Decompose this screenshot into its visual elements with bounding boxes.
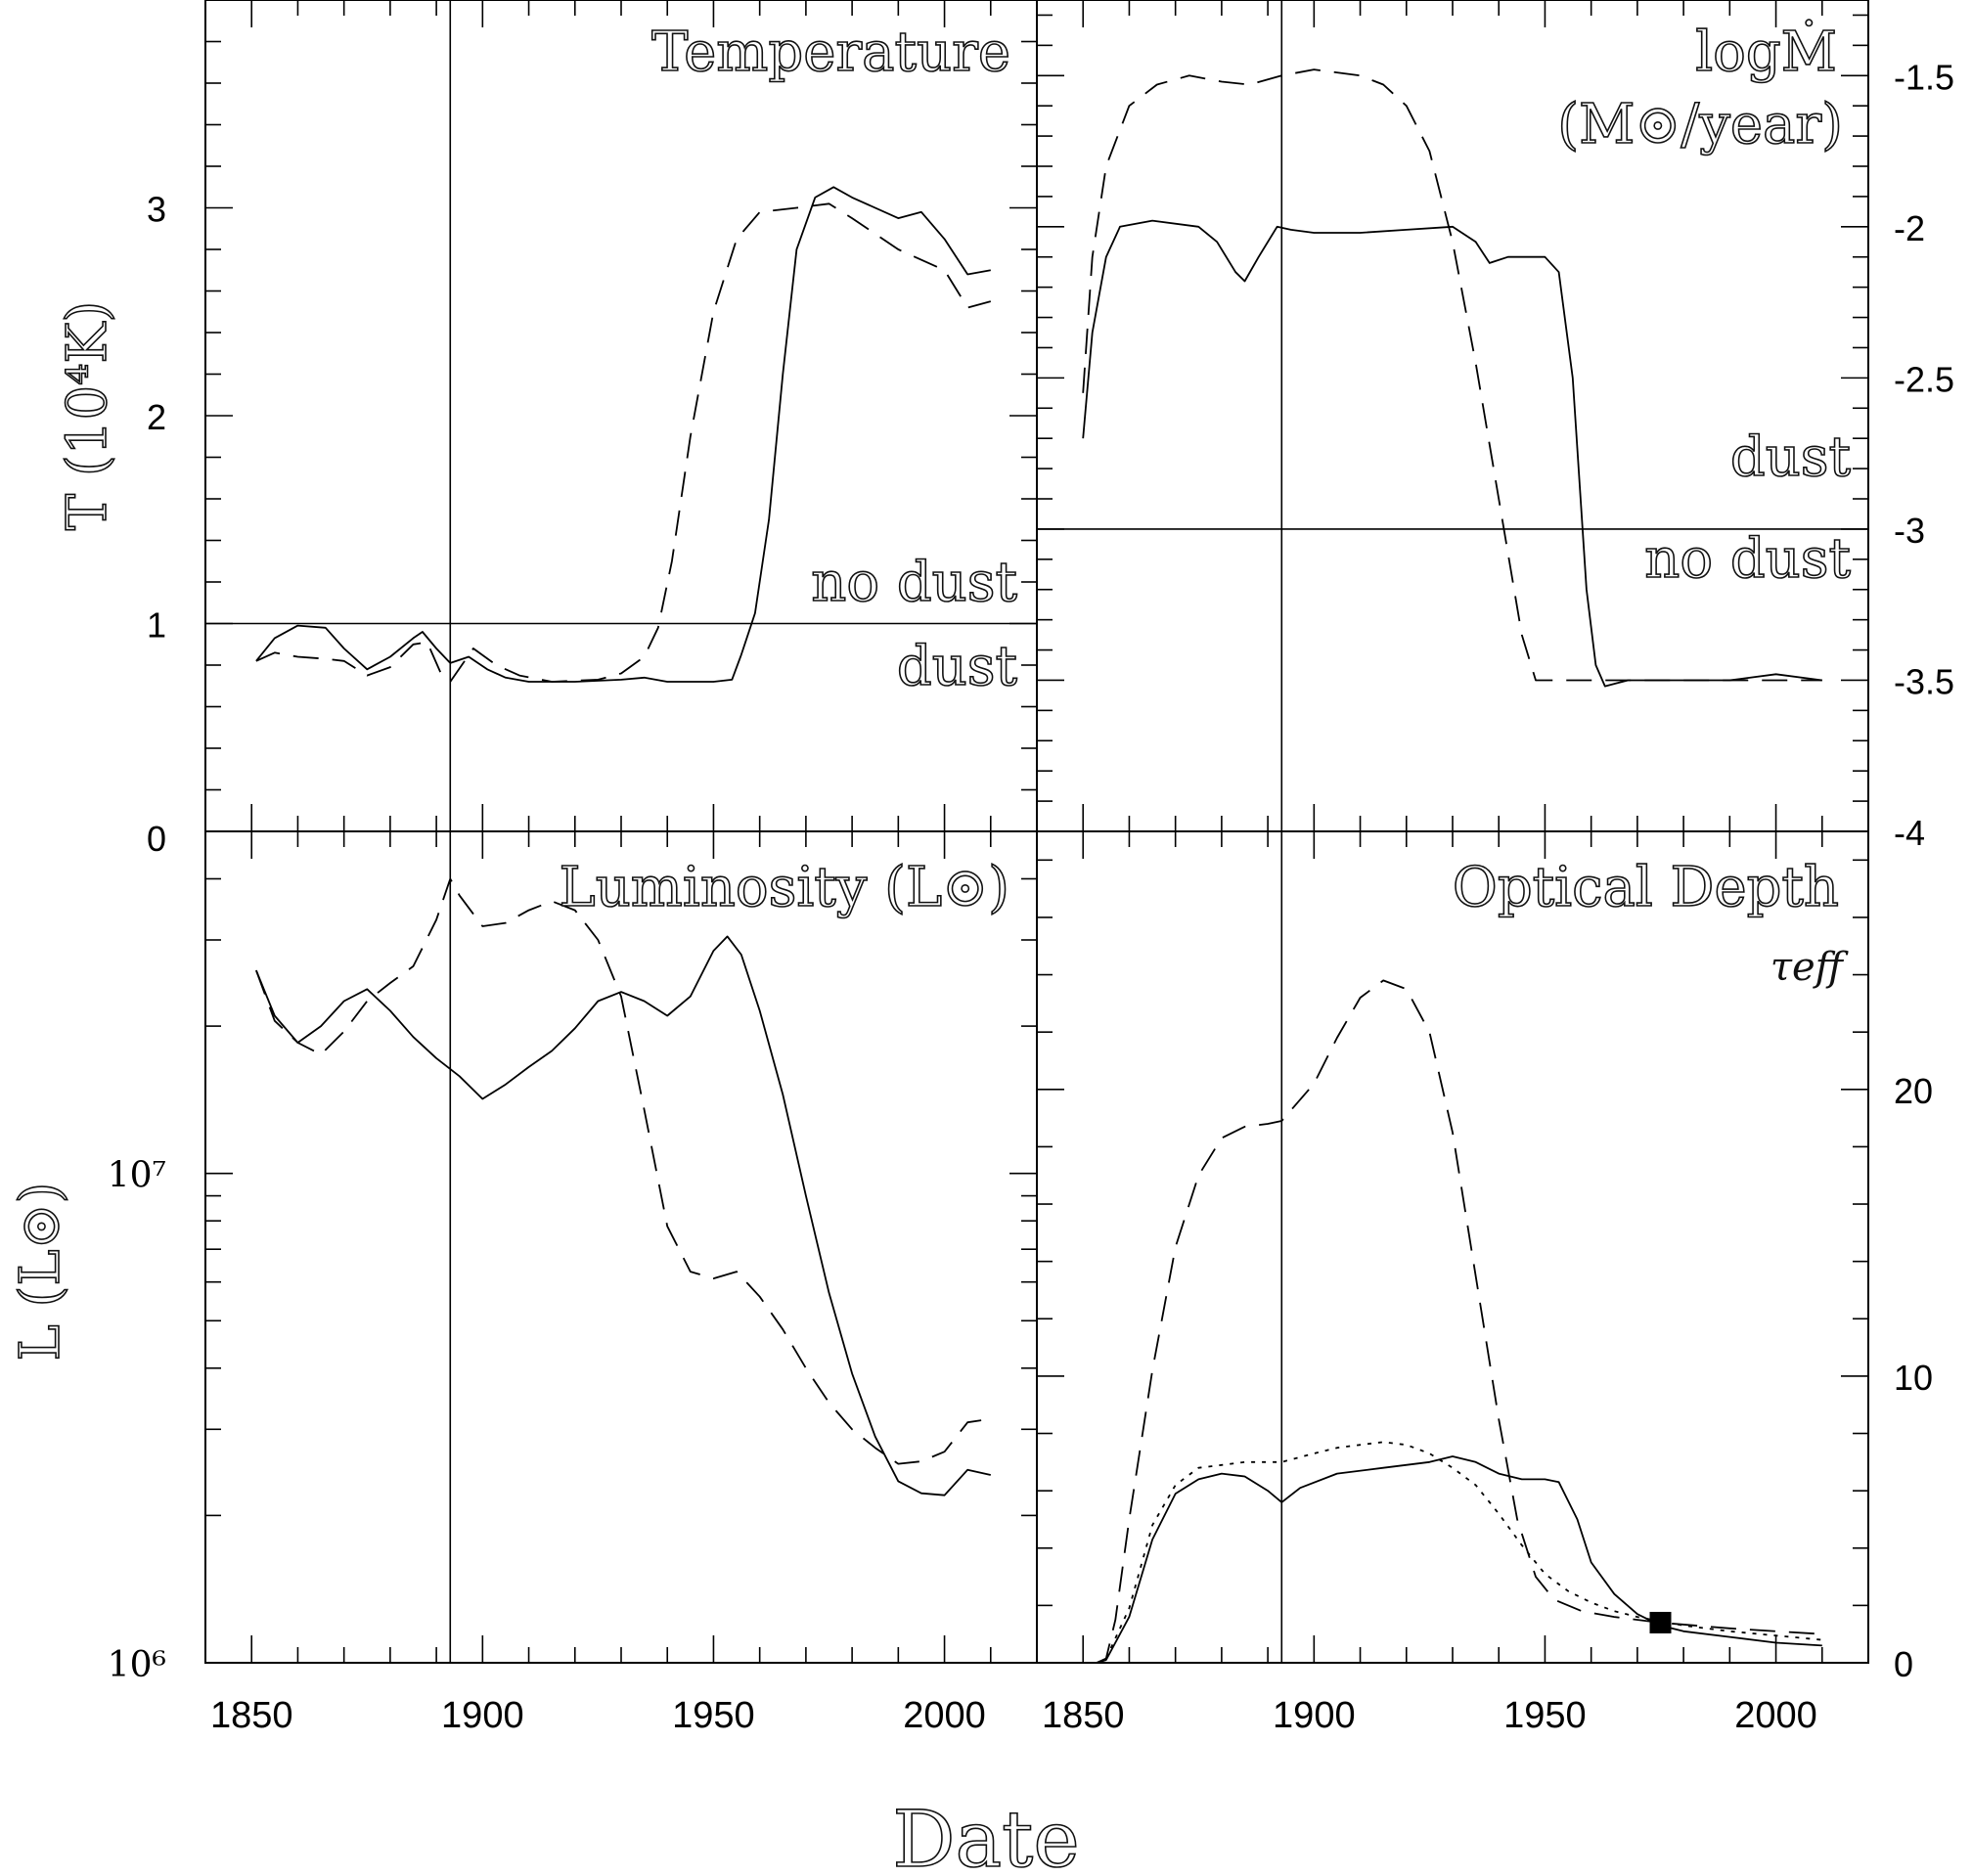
y-tick-label: 0	[147, 819, 166, 859]
y-tick-label: -2.5	[1894, 359, 1954, 399]
optical-depth-title: Optical Depth	[1453, 856, 1839, 919]
x-tick-label: 1900	[441, 1695, 524, 1736]
y-tick-label: -3	[1894, 511, 1925, 551]
series-line-solid	[1082, 219, 1822, 688]
mass-loss-subtitle: (M⊙/year)	[1557, 93, 1843, 156]
y-tick-label: -4	[1894, 813, 1925, 853]
mass-loss-threshold-label-above: dust	[1730, 425, 1852, 489]
panel-frame	[204, 0, 1038, 832]
y-tick-label: 10	[1894, 1358, 1933, 1398]
x-tick-label: 1850	[1042, 1695, 1125, 1736]
series-line-dashed	[1082, 68, 1822, 682]
data-marker	[1649, 1611, 1672, 1633]
series-line-solid	[255, 186, 991, 683]
y-tick-label: 10⁷	[108, 1156, 166, 1196]
y-tick-label: -2	[1894, 208, 1925, 248]
x-tick-label: 1850	[210, 1695, 293, 1736]
panel-optical-depth: 0 10 20 1850 1900 1950 2000	[1036, 830, 1933, 1736]
x-tick-label: 2000	[1734, 1695, 1817, 1736]
y-tick-label: 1	[147, 605, 166, 646]
mass-loss-threshold-label-below: no dust	[1644, 527, 1851, 591]
y-tick-label: 20	[1894, 1071, 1933, 1111]
mass-loss-title: logṀ	[1695, 20, 1837, 84]
y-tick-label: 10⁶	[108, 1645, 166, 1685]
x-axis-label: Date	[892, 1794, 1079, 1876]
y-tick-label: -1.5	[1894, 57, 1954, 97]
temperature-threshold-label-above: no dust	[811, 551, 1017, 614]
series-line-solid	[1097, 1455, 1822, 1664]
x-tick-label: 1950	[1503, 1695, 1587, 1736]
series-line-solid	[255, 935, 991, 1496]
y-tick-label: 3	[147, 190, 166, 230]
x-tick-label: 2000	[903, 1695, 986, 1736]
y-tick-label: -3.5	[1894, 661, 1954, 701]
temperature-y-axis-label: T (10⁴K)	[56, 301, 119, 530]
series-line-dashed	[1097, 979, 1822, 1664]
panel-luminosity: 10⁶ 10⁷ 1850 1900 1950 2000	[108, 830, 1038, 1736]
x-tick-label: 1950	[672, 1695, 755, 1736]
x-tick-label: 1900	[1273, 1695, 1356, 1736]
y-tick-label: 0	[1894, 1644, 1913, 1684]
panel-mass-loss: -4 -3.5 -3 -2.5 -2 -1.5	[1036, 0, 1954, 853]
y-tick-label: 2	[147, 397, 166, 437]
series-line-dotted	[1097, 1441, 1822, 1664]
panel-frame	[204, 830, 1038, 1664]
panel-temperature: 0 1 2 3	[147, 0, 1038, 859]
luminosity-title: Luminosity (L⊙)	[560, 856, 1009, 919]
optical-depth-subtitle: τeff	[1770, 945, 1850, 990]
series-line-dashed	[255, 202, 992, 683]
series-line-dashed	[255, 877, 991, 1465]
luminosity-y-axis-label: L (L⊙)	[9, 1183, 72, 1362]
temperature-title: Temperature	[651, 21, 1010, 84]
temperature-threshold-label-below: dust	[897, 635, 1018, 698]
panel-frame	[1036, 830, 1869, 1664]
